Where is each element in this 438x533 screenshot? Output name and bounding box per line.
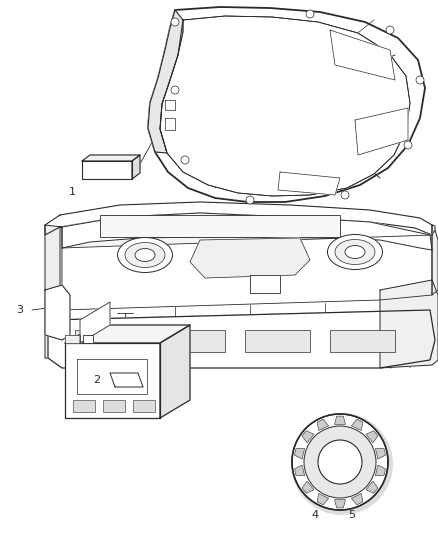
Ellipse shape: [335, 239, 375, 264]
Text: 4: 4: [311, 510, 318, 520]
Bar: [73, 400, 95, 412]
Text: 3: 3: [17, 305, 24, 315]
Polygon shape: [132, 155, 140, 179]
Polygon shape: [110, 373, 143, 387]
Polygon shape: [250, 275, 280, 293]
Polygon shape: [165, 118, 175, 130]
Bar: [330, 330, 395, 352]
Polygon shape: [148, 10, 183, 153]
Circle shape: [386, 26, 394, 34]
Circle shape: [304, 426, 376, 498]
Circle shape: [291, 413, 393, 515]
Polygon shape: [294, 448, 304, 459]
Polygon shape: [375, 465, 385, 476]
Polygon shape: [302, 431, 314, 443]
Polygon shape: [432, 225, 435, 360]
Polygon shape: [355, 108, 408, 155]
Polygon shape: [165, 100, 175, 110]
Bar: [100, 215, 340, 237]
Ellipse shape: [328, 235, 382, 270]
Polygon shape: [65, 343, 160, 418]
Ellipse shape: [117, 238, 173, 272]
Polygon shape: [45, 202, 432, 235]
Bar: [83, 335, 93, 343]
Bar: [245, 330, 310, 352]
Polygon shape: [82, 161, 132, 179]
Text: 1: 1: [68, 187, 75, 197]
Polygon shape: [380, 280, 438, 368]
Polygon shape: [62, 213, 432, 250]
Polygon shape: [278, 172, 340, 195]
Ellipse shape: [135, 248, 155, 262]
Polygon shape: [335, 416, 346, 424]
Polygon shape: [77, 359, 147, 394]
Polygon shape: [45, 285, 70, 340]
Polygon shape: [190, 238, 310, 278]
Polygon shape: [294, 465, 304, 476]
Circle shape: [181, 156, 189, 164]
Text: 2: 2: [93, 375, 101, 385]
Circle shape: [404, 141, 412, 149]
Polygon shape: [65, 335, 80, 343]
Polygon shape: [375, 448, 385, 459]
Polygon shape: [432, 230, 438, 295]
Bar: [75, 330, 140, 352]
Ellipse shape: [345, 246, 365, 259]
Polygon shape: [45, 225, 62, 360]
Polygon shape: [62, 235, 432, 310]
Circle shape: [306, 10, 314, 18]
Polygon shape: [60, 227, 432, 295]
Polygon shape: [48, 310, 435, 368]
Polygon shape: [80, 302, 110, 343]
Circle shape: [318, 440, 362, 484]
Polygon shape: [160, 16, 410, 196]
Circle shape: [171, 86, 179, 94]
Polygon shape: [351, 494, 363, 505]
Bar: [160, 330, 225, 352]
Bar: [133, 400, 155, 412]
Polygon shape: [65, 325, 190, 343]
Ellipse shape: [125, 243, 165, 268]
Polygon shape: [366, 481, 378, 493]
Circle shape: [416, 76, 424, 84]
Text: 5: 5: [349, 510, 356, 520]
Polygon shape: [82, 155, 140, 161]
Circle shape: [292, 414, 388, 510]
Circle shape: [341, 191, 349, 199]
Polygon shape: [148, 7, 425, 202]
Polygon shape: [160, 325, 190, 418]
Polygon shape: [317, 419, 328, 431]
Polygon shape: [351, 419, 363, 431]
Bar: [103, 400, 125, 412]
Polygon shape: [335, 499, 346, 508]
Polygon shape: [366, 431, 378, 443]
Circle shape: [246, 196, 254, 204]
Polygon shape: [317, 494, 328, 505]
Circle shape: [171, 18, 179, 26]
Polygon shape: [302, 481, 314, 493]
Polygon shape: [330, 30, 395, 80]
